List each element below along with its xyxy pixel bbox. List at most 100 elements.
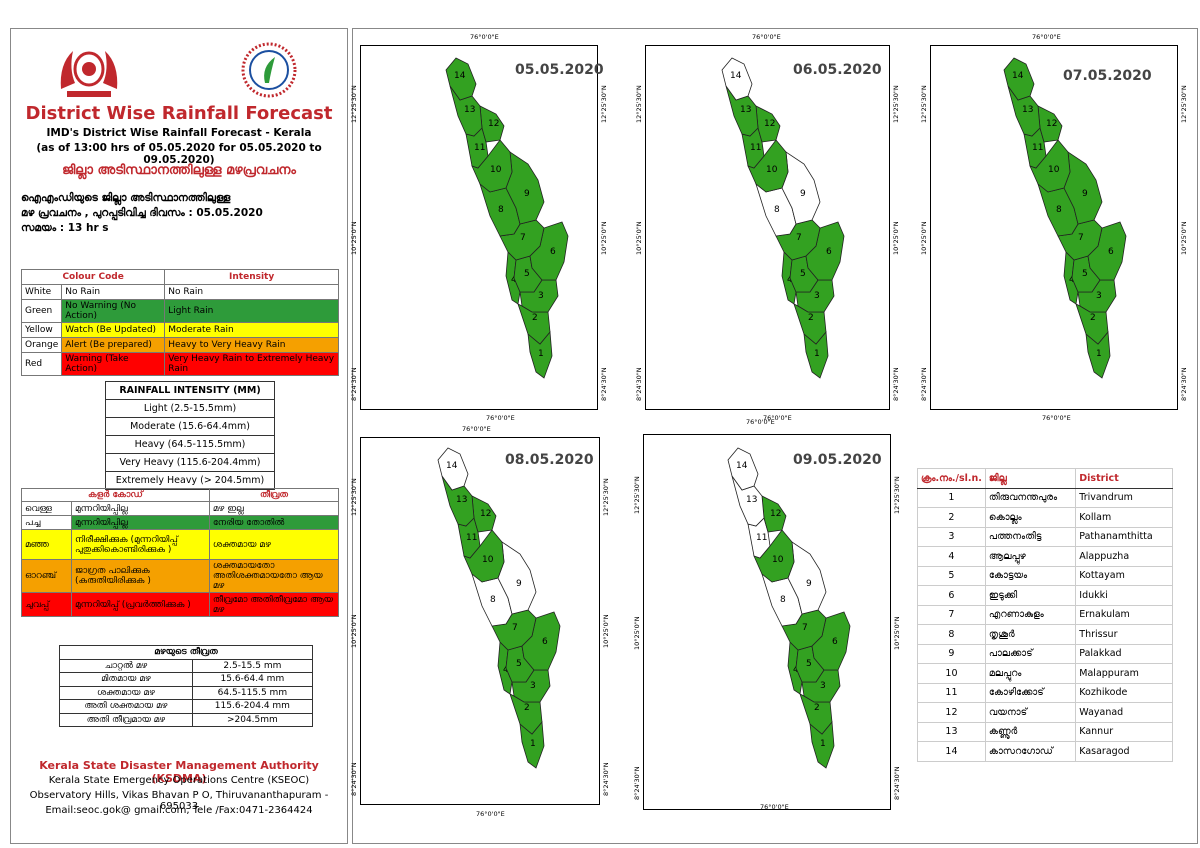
colour-code-table: Colour Code Intensity White No Rain No R… <box>20 269 339 376</box>
ml-line-3: സമയം : 13 hr s <box>21 222 109 234</box>
ml-colour-code-intensity: തീവ്രമോ അതിതീവ്രമോ ആയ മഴ <box>208 592 340 617</box>
district-number-label: 4 <box>503 665 509 675</box>
district-number-label: 8 <box>1056 205 1062 215</box>
latitude-label: 12°25'30"N <box>893 476 901 515</box>
subtitle-1: IMD's District Wise Rainfall Forecast - … <box>46 127 312 139</box>
map-date-label: 08.05.2020 <box>505 452 594 468</box>
longitude-label: 76°0'0"E <box>760 803 789 811</box>
district-row: 3 പത്തനംതിട്ട Pathanamthitta <box>917 526 1173 547</box>
district-number-label: 9 <box>516 579 522 589</box>
district-number-label: 8 <box>774 205 780 215</box>
district-row: 2 കൊല്ലം Kollam <box>917 507 1173 528</box>
district-row: 7 എറണാകുളം Ernakulam <box>917 604 1173 625</box>
latitude-label: 8°24'30"N <box>350 367 358 401</box>
rainfall-intensity-row: Heavy (64.5-115.5mm) <box>105 435 275 454</box>
district-number-label: 2 <box>1090 313 1096 323</box>
district-number-label: 12 <box>1046 119 1057 129</box>
footer-address: Observatory Hills, Vikas Bhavan P O, Thi… <box>29 790 329 812</box>
map-date-label: 09.05.2020 <box>793 452 882 468</box>
rainfall-intensity-row: Very Heavy (115.6-204.4mm) <box>105 453 275 472</box>
district-number-label: 14 <box>736 461 748 471</box>
latitude-label: 12°25'30"N <box>602 478 610 516</box>
ml-intensity-label: അതി ശക്തമായ മഴ <box>59 699 193 714</box>
district-number: 9 <box>917 643 986 664</box>
colour-code-row: Red Warning (Take Action) Very Heavy Rai… <box>20 352 339 376</box>
latitude-label: 12°25'30"N <box>600 85 608 124</box>
district-number-label: 5 <box>806 659 812 669</box>
colour-name: Green <box>20 299 63 323</box>
district-table-col-en: District <box>1075 468 1173 489</box>
colour-name: Yellow <box>20 322 63 338</box>
district-number: 4 <box>917 546 986 567</box>
district-name-en: Malappuram <box>1075 663 1173 684</box>
district-number: 5 <box>917 565 986 586</box>
district-number-label: 1 <box>530 739 536 749</box>
district-name-en: Thrissur <box>1075 624 1173 645</box>
longitude-label: 76°0'0"E <box>1042 414 1071 422</box>
district-14 <box>437 447 469 491</box>
ml-intensity-row: ചാറ്റൽ മഴ 2.5-15.5 mm <box>59 658 314 673</box>
district-row: 11 കോഴിക്കോട് Kozhikode <box>917 682 1173 703</box>
district-number: 13 <box>917 721 986 742</box>
ml-intensity-range: 115.6-204.4 mm <box>191 699 314 714</box>
latitude-label: 12°25'30"N <box>892 85 900 124</box>
district-name-ml: ഇടുക്കി <box>984 585 1077 606</box>
ml-intensity-title: മഴയുടെ തീവ്രത <box>59 645 313 660</box>
latitude-label: 10°25'0"N <box>635 221 643 255</box>
district-number-label: 12 <box>764 119 775 129</box>
district-name-ml: മലപ്പുറം <box>984 663 1077 684</box>
district-number-label: 11 <box>466 533 477 543</box>
ml-title: ജില്ലാ അടിസ്ഥാനത്തിലുള്ള മഴപ്രവചനം <box>62 163 296 178</box>
district-name-en: Kollam <box>1075 507 1173 528</box>
district-number-label: 7 <box>802 623 808 633</box>
intensity-header: Intensity <box>164 269 339 285</box>
district-number-label: 5 <box>516 659 522 669</box>
district-number-label: 1 <box>1096 349 1102 359</box>
district-number-label: 2 <box>808 313 814 323</box>
latitude-label: 10°25'0"N <box>893 615 901 650</box>
district-number-label: 13 <box>746 495 757 505</box>
district-number: 14 <box>917 741 986 762</box>
colour-name: Orange <box>20 337 63 353</box>
district-number-label: 11 <box>1032 143 1043 153</box>
district-name-en: Kozhikode <box>1075 682 1173 703</box>
district-name-ml: ആലപ്പുഴ <box>984 546 1077 567</box>
district-name-en: Palakkad <box>1075 643 1173 664</box>
district-number-label: 10 <box>766 165 778 175</box>
latitude-label: 10°25'0"N <box>1180 221 1188 255</box>
district-number: 10 <box>917 663 986 684</box>
longitude-label: 76°0'0"E <box>763 414 792 422</box>
latitude-label: 12°25'30"N <box>1180 85 1188 124</box>
district-14 <box>445 57 477 101</box>
district-number-label: 4 <box>787 275 793 285</box>
district-number: 1 <box>917 487 986 508</box>
latitude-label: 10°25'0"N <box>920 221 928 255</box>
district-name-en: Idukki <box>1075 585 1173 606</box>
district-number-label: 6 <box>826 247 832 257</box>
map-date-label: 07.05.2020 <box>1063 68 1152 84</box>
forecast-map: 1 2 3 4 5 6 7 8 9 10 11 12 13 14 <box>360 437 600 805</box>
district-number-label: 7 <box>520 233 526 243</box>
ml-colour-code-row: ചുവപ്പ് മുന്നറിയിപ്പ് (പ്രവർത്തിക്കുക ) … <box>21 592 340 617</box>
rainfall-intensity-table: RAINFALL INTENSITY (MM) Light (2.5-15.5m… <box>105 381 275 490</box>
district-number-label: 14 <box>1012 71 1024 81</box>
ml-intensity-row: മിതമായ മഴ 15.6-64.4 mm <box>59 672 314 687</box>
latitude-label: 12°25'30"N <box>633 476 641 515</box>
latitude-label: 8°24'30"N <box>920 367 928 401</box>
colour-code-action: No Warning (No Action) <box>61 299 166 323</box>
longitude-label: 76°0'0"E <box>746 418 775 426</box>
footer-org: Kerala State Disaster Management Authori… <box>39 759 319 785</box>
district-name-en: Wayanad <box>1075 702 1173 723</box>
district-number-label: 10 <box>482 555 494 565</box>
colour-code-row: Yellow Watch (Be Updated) Moderate Rain <box>20 322 339 338</box>
district-number-label: 3 <box>1096 291 1102 301</box>
ksdma-logo-icon <box>241 42 297 98</box>
district-name-en: Ernakulam <box>1075 604 1173 625</box>
latitude-label: 10°25'0"N <box>602 614 610 649</box>
district-number: 2 <box>917 507 986 528</box>
district-number-label: 9 <box>806 579 812 589</box>
longitude-label: 76°0'0"E <box>1032 33 1061 41</box>
